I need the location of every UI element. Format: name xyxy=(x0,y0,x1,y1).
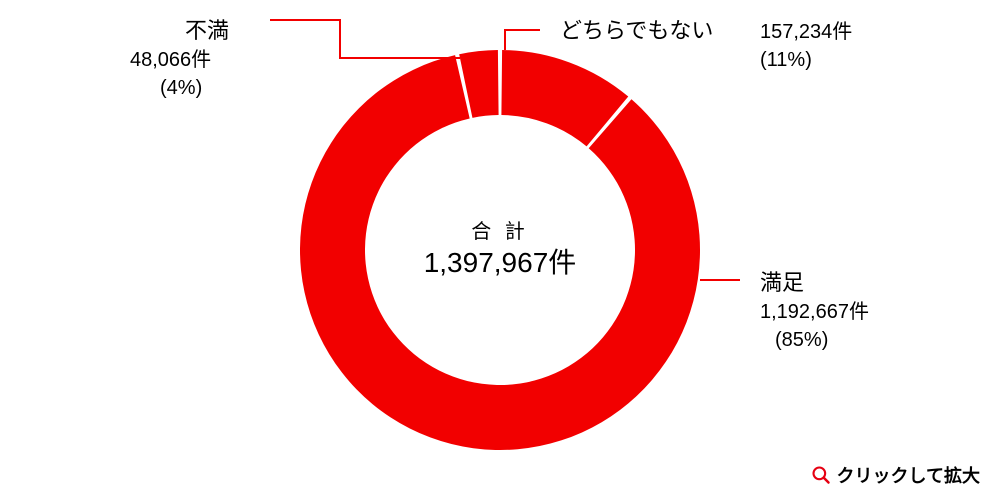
callout-count-neutral: 157,234件 xyxy=(760,20,852,43)
callout-percent-neutral: (11%) xyxy=(760,49,812,71)
leader-dissatisfied xyxy=(270,20,460,58)
callout-title-satisfied: 満足 xyxy=(760,270,804,295)
callout-title-neutral: どちらでもない xyxy=(560,18,713,43)
zoom-hint[interactable]: クリックして拡大 xyxy=(811,462,980,488)
callout-title-dissatisfied: 不満 xyxy=(185,18,229,43)
callout-count-dissatisfied: 48,066件 xyxy=(130,48,211,71)
center-title: 合 計 xyxy=(471,220,529,243)
leader-neutral xyxy=(505,30,540,50)
zoom-hint-text: クリックして拡大 xyxy=(837,462,980,488)
callout-percent-dissatisfied: (4%) xyxy=(160,77,202,99)
magnifier-icon xyxy=(811,465,831,485)
center-value: 1,397,967件 xyxy=(424,247,577,278)
callout-percent-satisfied: (85%) xyxy=(775,329,828,351)
donut-chart[interactable]: 合 計 1,397,967件 どちらでもない 157,234件 (11%) 満足 1,192… xyxy=(0,0,1000,500)
callout-count-satisfied: 1,192,667件 xyxy=(760,300,869,323)
